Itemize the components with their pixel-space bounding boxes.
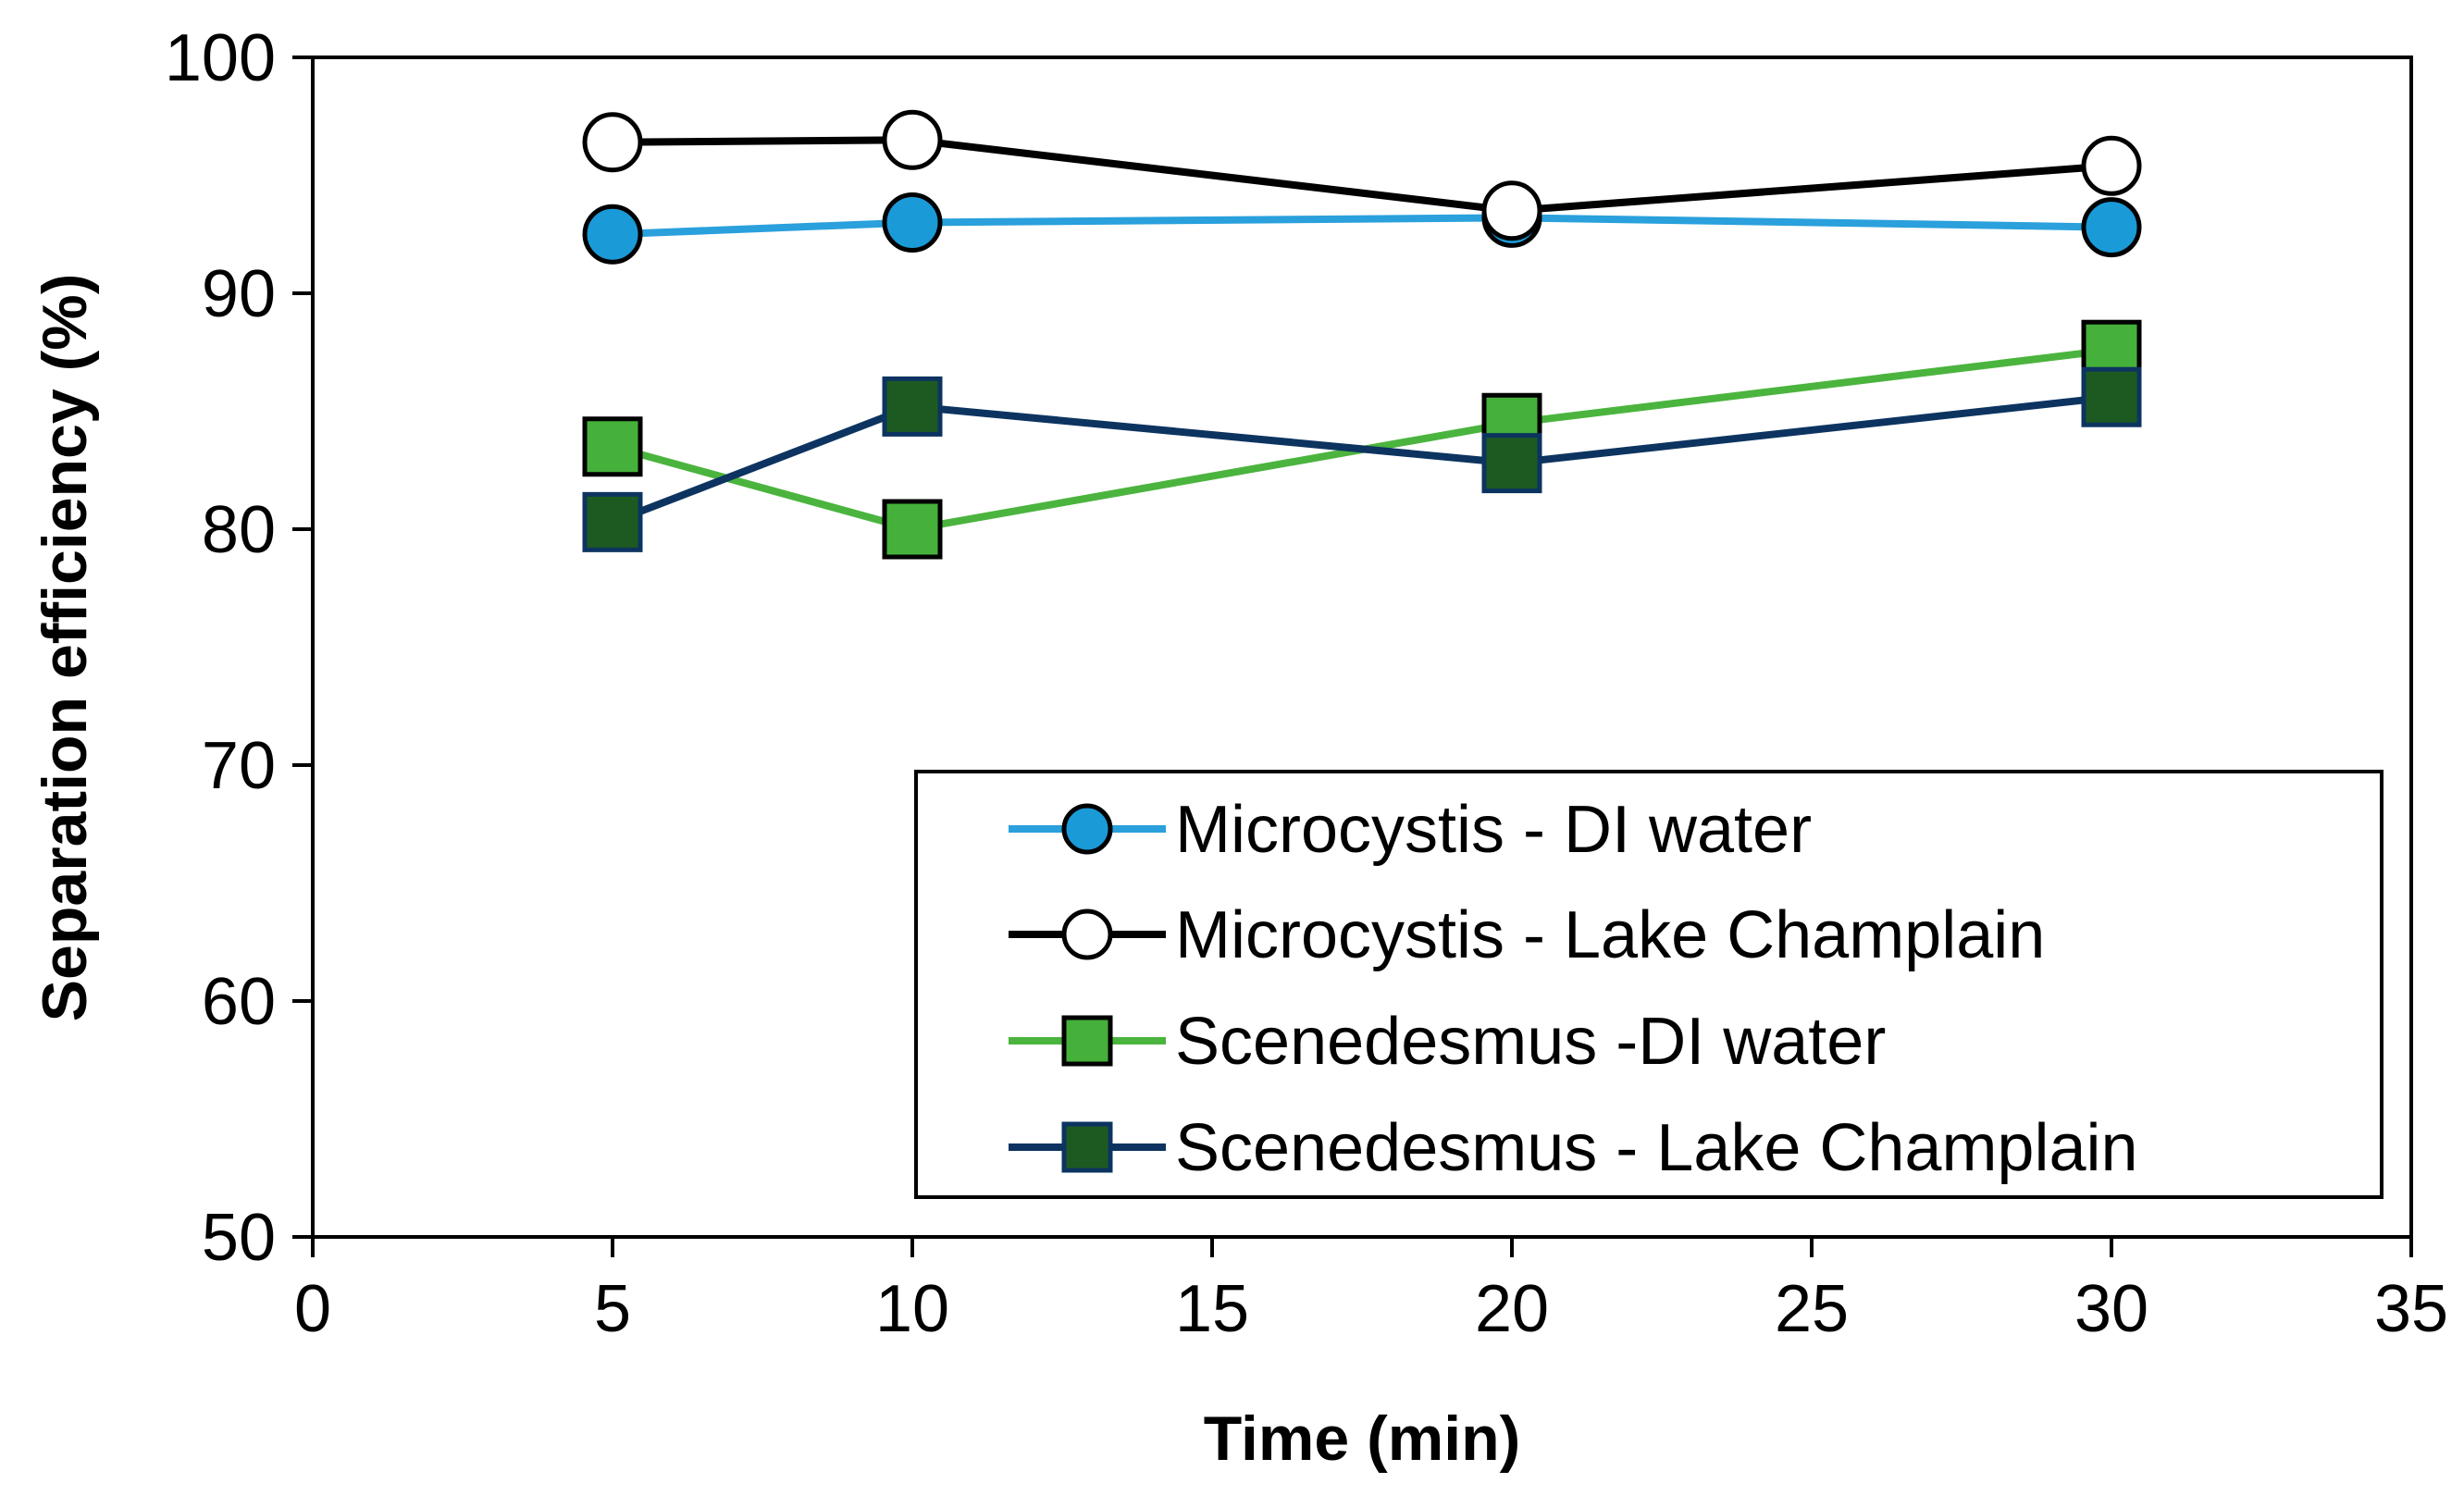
y-tick-label: 70 bbox=[202, 729, 276, 803]
x-tick-label: 10 bbox=[875, 1272, 949, 1346]
legend-marker bbox=[1061, 1121, 1113, 1173]
plot-area-frame bbox=[311, 56, 2413, 1239]
legend-marker bbox=[1061, 1015, 1113, 1067]
data-point-scenedesmus-lake-champlain bbox=[2081, 366, 2142, 427]
data-point-scenedesmus-lake-champlain bbox=[882, 376, 943, 437]
series-line-microcystis-lake-champlain bbox=[612, 136, 2112, 215]
x-tick-label: 25 bbox=[1775, 1272, 1849, 1346]
data-point-scenedesmus-di-water bbox=[882, 499, 943, 560]
x-tick-label: 0 bbox=[294, 1272, 331, 1346]
y-tick-label: 100 bbox=[165, 21, 276, 95]
data-point-scenedesmus-di-water bbox=[1481, 392, 1542, 453]
x-axis-title: Time (min) bbox=[1204, 1403, 1521, 1474]
legend-label: Scenedesmus -DI water bbox=[1175, 1005, 1886, 1079]
series-line-microcystis-di-water bbox=[612, 214, 2112, 239]
legend: Microcystis - DI water Microcystis - Lake… bbox=[914, 770, 2384, 1199]
axis-ticks: 0 5 10 15 20 25 30 35 50 60 70 80 90 100 bbox=[165, 21, 2448, 1346]
data-point-microcystis-lake-champlain bbox=[582, 112, 643, 173]
y-tick-label: 50 bbox=[202, 1201, 276, 1275]
y-axis-title: Separation efficiency (%) bbox=[30, 274, 100, 1022]
series-lines bbox=[611, 136, 2112, 533]
y-tick-label: 80 bbox=[202, 493, 276, 567]
series-markers bbox=[582, 109, 2142, 560]
data-point-microcystis-di-water bbox=[882, 192, 943, 253]
data-point-microcystis-lake-champlain bbox=[882, 109, 943, 170]
data-point-microcystis-lake-champlain bbox=[1481, 180, 1542, 241]
data-point-microcystis-di-water bbox=[2081, 197, 2142, 258]
data-point-microcystis-lake-champlain bbox=[2081, 135, 2142, 196]
y-tick-label: 90 bbox=[202, 257, 276, 331]
legend-label: Microcystis - Lake Champlain bbox=[1175, 898, 2045, 972]
legend-marker bbox=[1061, 909, 1113, 960]
legend-label: Microcystis - DI water bbox=[1175, 793, 1812, 867]
data-point-scenedesmus-di-water bbox=[582, 416, 643, 477]
x-tick-label: 30 bbox=[2074, 1272, 2148, 1346]
x-tick-label: 5 bbox=[594, 1272, 631, 1346]
data-point-microcystis-di-water bbox=[582, 204, 643, 265]
data-point-scenedesmus-lake-champlain bbox=[1481, 433, 1542, 494]
legend-box bbox=[914, 770, 2384, 1199]
series-line-scenedesmus-di-water bbox=[611, 346, 2112, 533]
legend-marker bbox=[1061, 803, 1113, 855]
legend-label: Scenedesmus - Lake Champlain bbox=[1175, 1111, 2138, 1185]
x-tick-label: 15 bbox=[1175, 1272, 1249, 1346]
data-point-scenedesmus-lake-champlain bbox=[582, 491, 643, 552]
y-tick-label: 60 bbox=[202, 965, 276, 1039]
series-line-scenedesmus-lake-champlain bbox=[611, 393, 2112, 526]
x-tick-label: 20 bbox=[1475, 1272, 1549, 1346]
x-tick-label: 35 bbox=[2374, 1272, 2448, 1346]
